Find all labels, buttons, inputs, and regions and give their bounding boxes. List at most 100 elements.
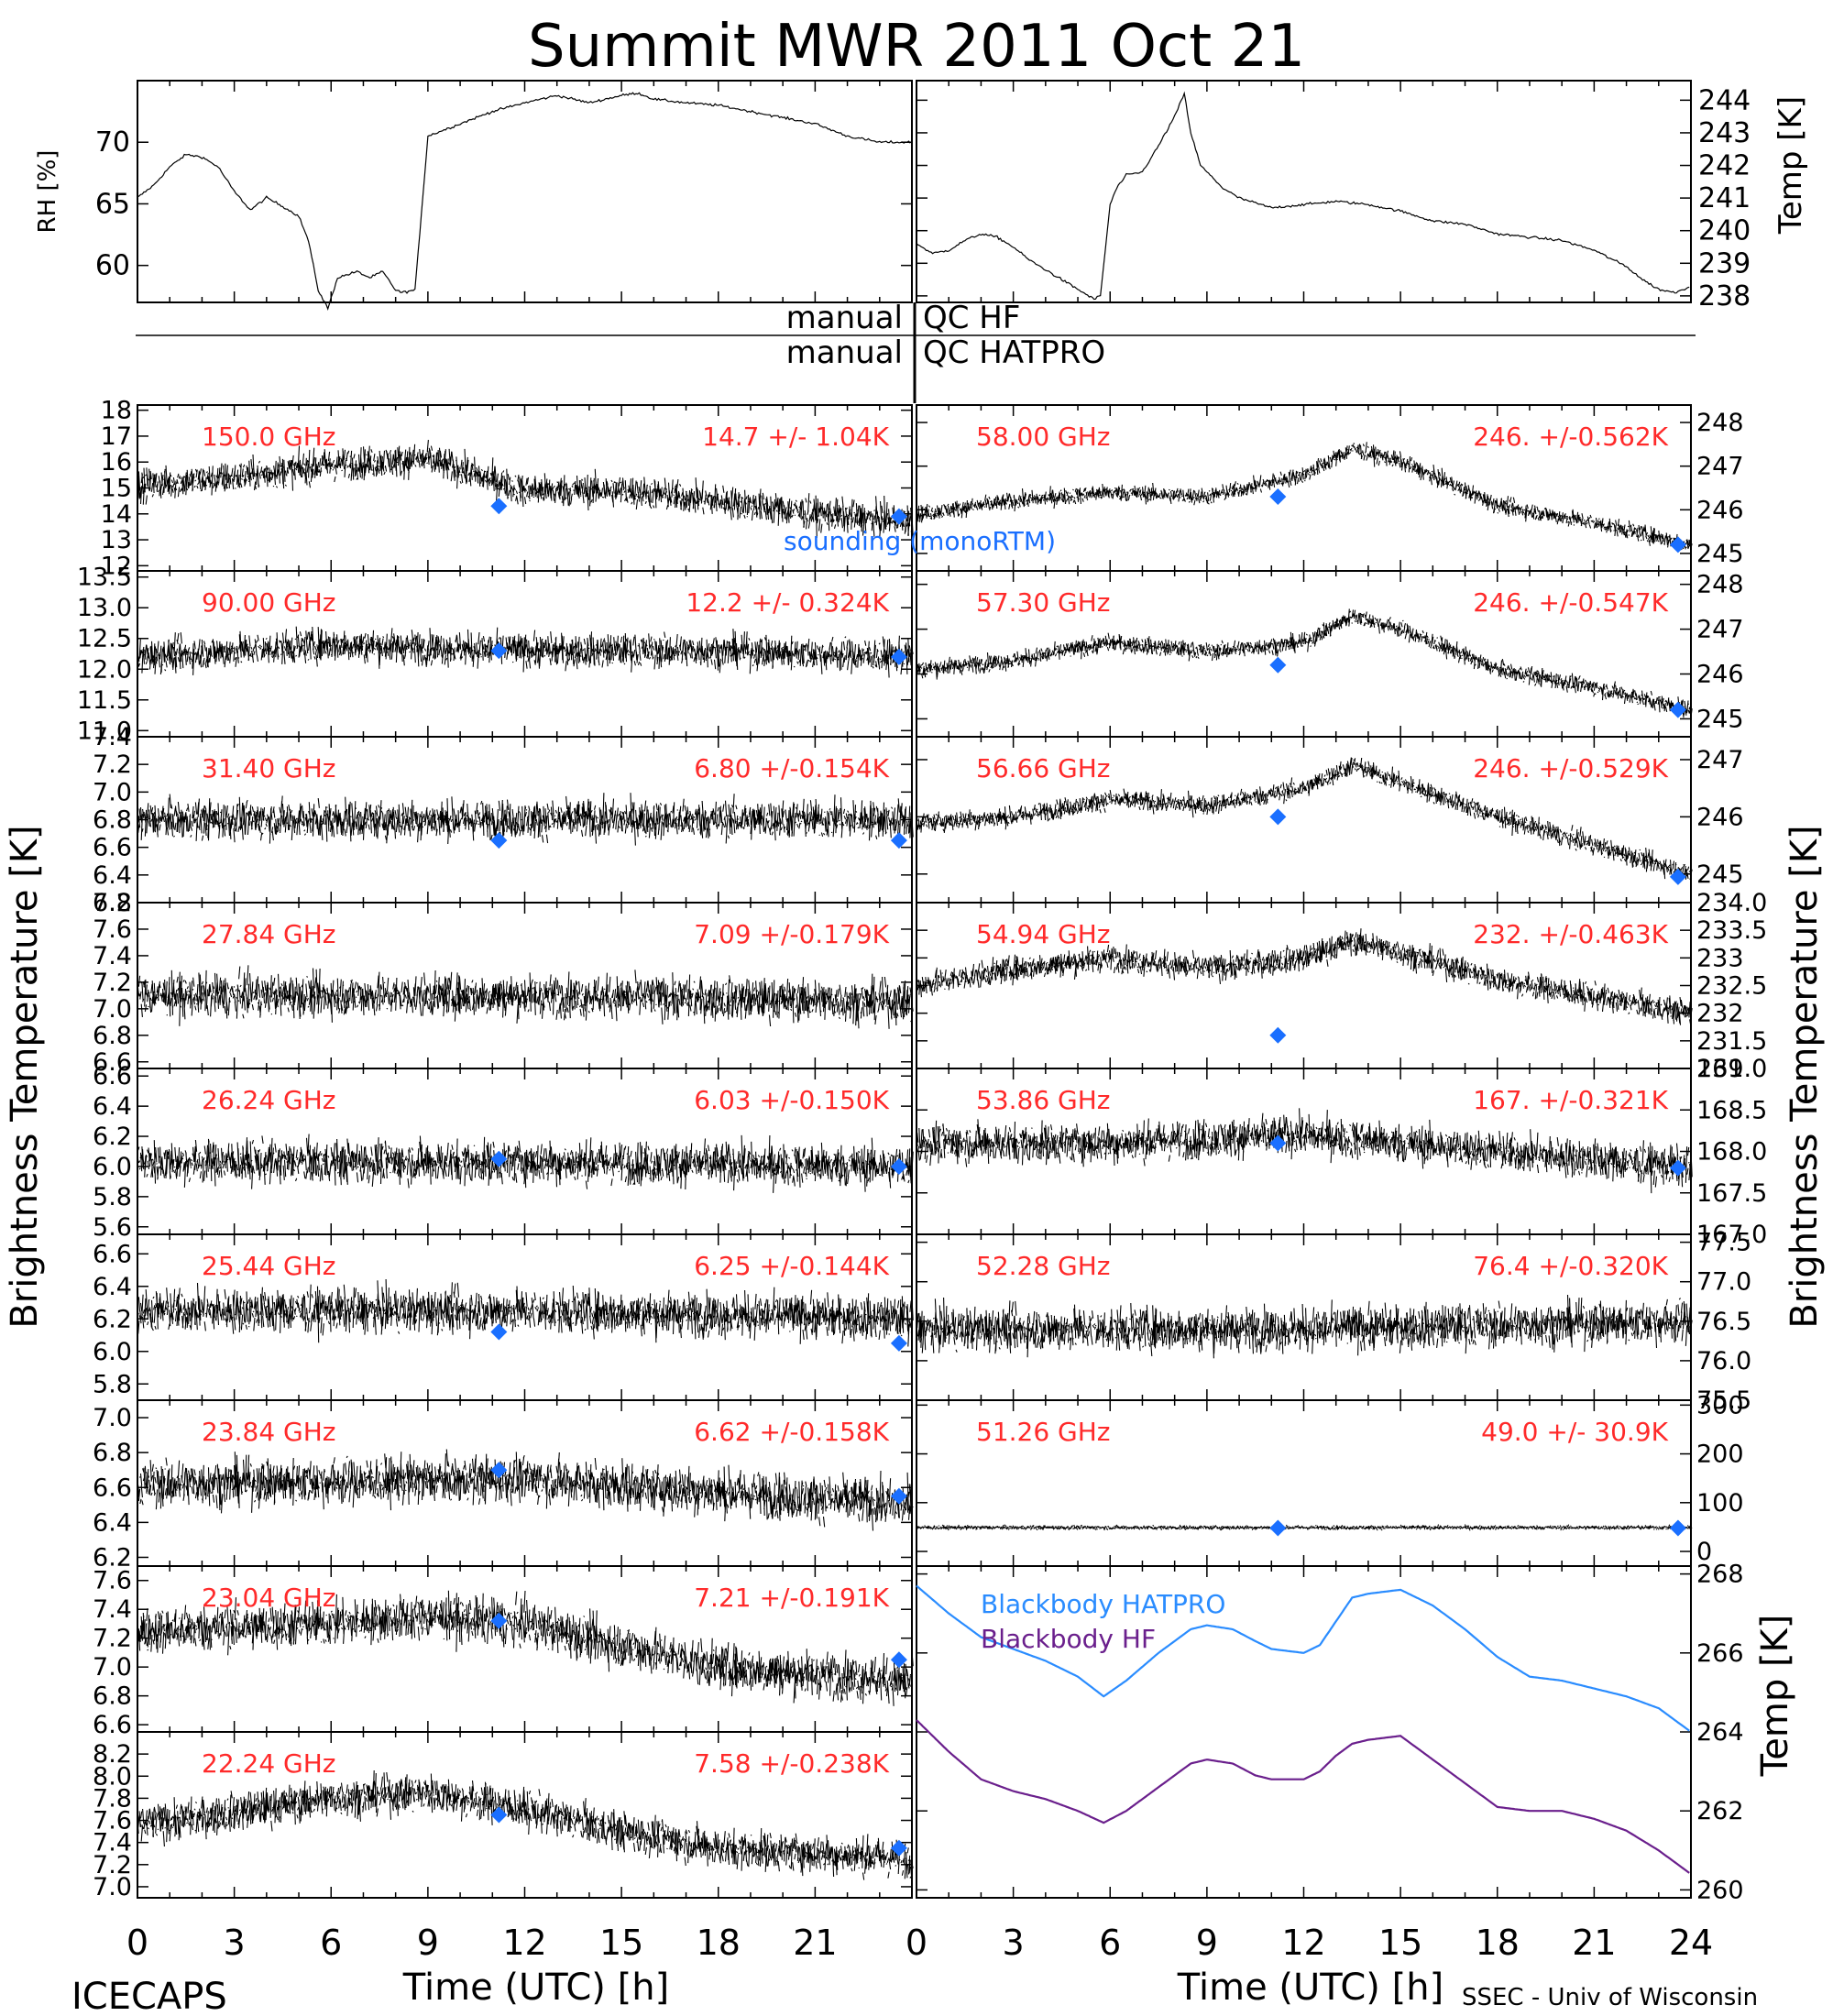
right-x-axis-label: Time (UTC) [h]	[1177, 1967, 1443, 2009]
panel-23-84-ytick-label: 6.2	[93, 1543, 132, 1572]
panel-22-24-ytick-label: 7.4	[93, 1829, 132, 1857]
panel-52-28-ytick-label: 76.0	[1696, 1347, 1751, 1375]
panel-26-24-ytick-label: 6.0	[93, 1153, 132, 1181]
panel-26-24-sounding-marker	[490, 1150, 508, 1167]
panel-57-30-ytick-label: 245	[1696, 705, 1744, 733]
legend-blackbody-hatpro: Blackbody HATPRO	[981, 1589, 1225, 1619]
panel-90-00-trace	[137, 626, 914, 678]
panel-51-26-ytick-label: 300	[1696, 1391, 1744, 1419]
panel-54-94-frequency-label: 54.94 GHz	[976, 919, 1111, 949]
panel-56-66-stat-label: 246. +/-0.529K	[1473, 753, 1668, 783]
panel-25-44-ytick-label: 6.2	[93, 1305, 132, 1333]
panel-26-24-sounding-marker	[890, 1157, 907, 1175]
panel-53-86-ytick-label: 167.0	[1696, 1221, 1767, 1249]
panel-58-00-ytick-label: 246	[1696, 496, 1744, 524]
panel-26-24-ytick-label: 5.6	[93, 1213, 132, 1242]
panel-57-30-ytick-label: 247	[1696, 616, 1744, 644]
panel-57-30-sounding-marker	[1269, 656, 1287, 674]
panel-26-24-frequency-label: 26.24 GHz	[202, 1085, 336, 1115]
rh-y-axis-label: RH [%]	[34, 150, 61, 234]
panel-150-00-trace	[137, 440, 914, 539]
chart-title: Summit MWR 2011 Oct 21	[528, 13, 1305, 81]
panel-23-04-ytick-label: 7.0	[93, 1653, 132, 1682]
panel-22-24-sounding-marker	[490, 1806, 508, 1824]
panel-58-00-ytick-label: 245	[1696, 540, 1744, 568]
panel-150-00-frequency-label: 150.0 GHz	[202, 422, 336, 452]
qc-hatpro-manual: manual	[786, 334, 903, 371]
panel-25-44-ytick-label: 6.0	[93, 1338, 132, 1366]
panel-23-84-ytick-label: 6.4	[93, 1508, 132, 1537]
panel-51-26-ytick-label: 100	[1696, 1489, 1744, 1517]
right-xtick-label: 18	[1476, 1923, 1520, 1963]
right-xtick-label: 12	[1281, 1923, 1325, 1963]
panel-23-04-ytick-label: 7.2	[93, 1625, 132, 1653]
temp-ytick-label: 244	[1698, 84, 1751, 116]
panel-31-40-ytick-label: 6.2	[93, 889, 132, 917]
panel-150-00-sounding-marker	[890, 508, 907, 525]
panel-25-44-ytick-label: 6.4	[93, 1273, 132, 1301]
temp-ytick-label: 240	[1698, 215, 1751, 247]
panel-57-30-ytick-label: 246	[1696, 661, 1744, 689]
panel-25-44-frequency-label: 25.44 GHz	[202, 1251, 336, 1281]
panel-31-40-stat-label: 6.80 +/-0.154K	[694, 753, 889, 783]
panel-31-40-sounding-marker	[890, 832, 907, 849]
panel-31-40-ytick-label: 6.8	[93, 806, 132, 835]
right-xtick-label: 3	[1003, 1923, 1025, 1963]
panel-90-00-sounding-marker	[490, 642, 508, 660]
panel-blackbody-ytick-label: 266	[1696, 1639, 1744, 1668]
left-xtick-label: 0	[126, 1923, 148, 1963]
panel-51-26-sounding-marker	[1669, 1519, 1686, 1537]
panel-52-28-ytick-label: 77.5	[1696, 1229, 1751, 1257]
panel-53-86-stat-label: 167. +/-0.321K	[1473, 1085, 1668, 1115]
panel-54-94-ytick-label: 233.5	[1696, 916, 1767, 945]
panel-54-94-ytick-label: 231	[1696, 1055, 1744, 1083]
panel-27-84-ytick-label: 7.0	[93, 995, 132, 1024]
panel-27-84-ytick-label: 7.4	[93, 942, 132, 970]
panel-31-40-ytick-label: 6.6	[93, 834, 132, 862]
panel-90-00-ytick-label: 13.5	[77, 564, 132, 592]
panel-26-24-ytick-label: 6.6	[93, 1062, 132, 1090]
panel-26-24-stat-label: 6.03 +/-0.150K	[694, 1085, 889, 1115]
panel-25-44-sounding-marker	[890, 1334, 907, 1352]
panel-54-94-trace	[916, 928, 1693, 1026]
panel-53-86-frequency-label: 53.86 GHz	[976, 1085, 1111, 1115]
panel-150-00-ytick-label: 18	[101, 397, 132, 425]
legend-blackbody-hf: Blackbody HF	[981, 1624, 1156, 1654]
panel-23-04-ytick-label: 6.6	[93, 1711, 132, 1739]
panel-51-26-ytick-label: 0	[1696, 1538, 1712, 1566]
panel-90-00-ytick-label: 12.0	[77, 655, 132, 684]
panel-56-66-ytick-label: 246	[1696, 803, 1744, 831]
panel-27-84-ytick-label: 7.6	[93, 915, 132, 944]
qc-hatpro-label: QC HATPRO	[923, 334, 1105, 371]
panel-150-00-ytick-label: 16	[101, 448, 132, 477]
panel-22-24-ytick-label: 8.2	[93, 1740, 132, 1769]
panel-31-40-ytick-label: 7.4	[93, 723, 132, 751]
panel-31-40-frequency-label: 31.40 GHz	[202, 753, 336, 783]
panel-26-24-ytick-label: 5.8	[93, 1183, 132, 1211]
panel-90-00-stat-label: 12.2 +/- 0.324K	[686, 587, 889, 618]
panel-56-66-frequency-label: 56.66 GHz	[976, 753, 1111, 783]
right-xtick-label: 0	[906, 1923, 927, 1963]
blackbody-hf-line	[916, 1719, 1690, 1874]
panel-51-26-trace	[916, 1524, 1693, 1531]
panel-23-04-trace	[137, 1590, 914, 1706]
temp-ytick-label: 241	[1698, 182, 1751, 214]
panel-58-00-trace	[916, 442, 1693, 551]
temp-ytick-label: 243	[1698, 117, 1751, 149]
panel-23-04-stat-label: 7.21 +/-0.191K	[694, 1583, 889, 1613]
temp-ytick-label: 239	[1698, 247, 1751, 279]
panel-22-24-ytick-label: 7.6	[93, 1807, 132, 1835]
panel-23-84-sounding-marker	[490, 1462, 508, 1479]
panel-150-00-ytick-label: 17	[101, 422, 132, 451]
panel-31-40-ytick-label: 7.0	[93, 778, 132, 806]
panel-53-86-ytick-label: 168.5	[1696, 1096, 1767, 1124]
left-xtick-label: 3	[224, 1923, 246, 1963]
panel-22-24-ytick-label: 7.8	[93, 1784, 132, 1813]
panel-52-28-trace	[916, 1294, 1693, 1359]
left-xtick-label: 21	[793, 1923, 837, 1963]
panel-57-30-ytick-label: 248	[1696, 571, 1744, 599]
blackbody-hatpro-line	[916, 1584, 1690, 1732]
right-xtick-label: 6	[1099, 1923, 1121, 1963]
panel-54-94-ytick-label: 231.5	[1696, 1027, 1767, 1056]
